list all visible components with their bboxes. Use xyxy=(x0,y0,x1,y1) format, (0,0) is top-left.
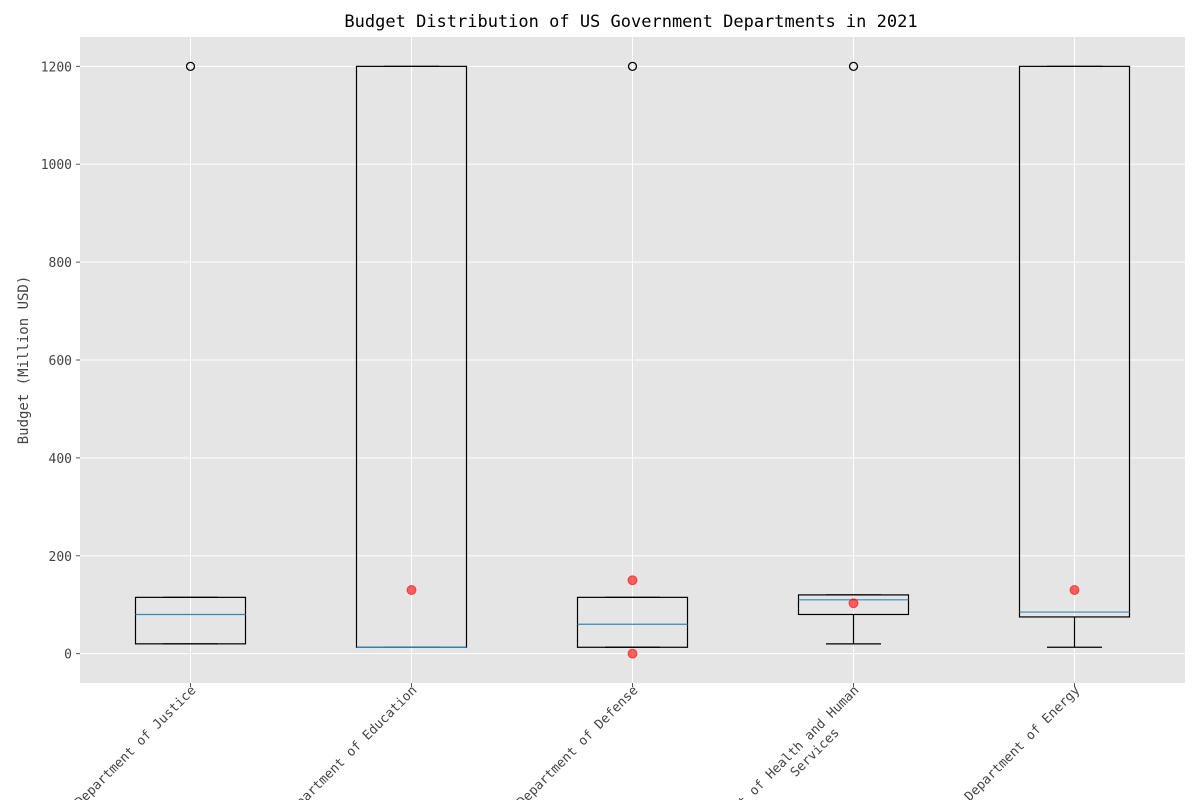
x-axis-ticks: Department of Justice Department of Educa… xyxy=(72,683,1083,800)
flier-point xyxy=(627,61,638,72)
x-tick-label: Department of Justice xyxy=(72,683,199,800)
x-tick-label-group: Department of Energy xyxy=(962,683,1083,800)
y-tick-label: 1200 xyxy=(41,60,72,75)
box-0 xyxy=(134,61,247,645)
y-tick-label: 400 xyxy=(49,452,72,467)
y-tick-label: 800 xyxy=(49,256,72,271)
x-tick-label: Department of Energy xyxy=(962,683,1083,800)
x-tick-label: Department of Education xyxy=(282,683,420,800)
y-axis-ticks: 0 200 400 600 800 1000 1200 xyxy=(41,60,80,663)
red-point xyxy=(848,598,859,609)
y-tick-label: 200 xyxy=(49,550,72,565)
red-point xyxy=(627,575,638,586)
box-3 xyxy=(797,61,910,645)
y-tick-label: 0 xyxy=(64,648,72,663)
chart-title: Budget Distribution of US Government Dep… xyxy=(344,12,917,32)
box-body xyxy=(134,596,247,645)
y-tick-label: 1000 xyxy=(41,158,72,173)
x-tick-label-group: Department of Education xyxy=(282,683,420,800)
red-point xyxy=(406,585,417,596)
box-body xyxy=(797,594,910,616)
box-body xyxy=(1018,65,1131,618)
flier-point xyxy=(848,61,859,72)
box-4 xyxy=(1018,65,1131,648)
box-2 xyxy=(576,61,689,659)
red-point xyxy=(627,648,638,659)
box-1 xyxy=(355,65,468,648)
y-axis-label: Budget (Million USD) xyxy=(16,276,32,445)
x-tick-label-group: Department of Defense xyxy=(514,683,641,800)
x-tick-label: Department of Defense xyxy=(514,683,641,800)
y-tick-label: 600 xyxy=(49,354,72,369)
x-tick-label-group: Department of Justice xyxy=(72,683,199,800)
red-point xyxy=(1069,585,1080,596)
flier-point xyxy=(185,61,196,72)
box-body xyxy=(576,596,689,648)
boxes-layer xyxy=(134,61,1131,659)
